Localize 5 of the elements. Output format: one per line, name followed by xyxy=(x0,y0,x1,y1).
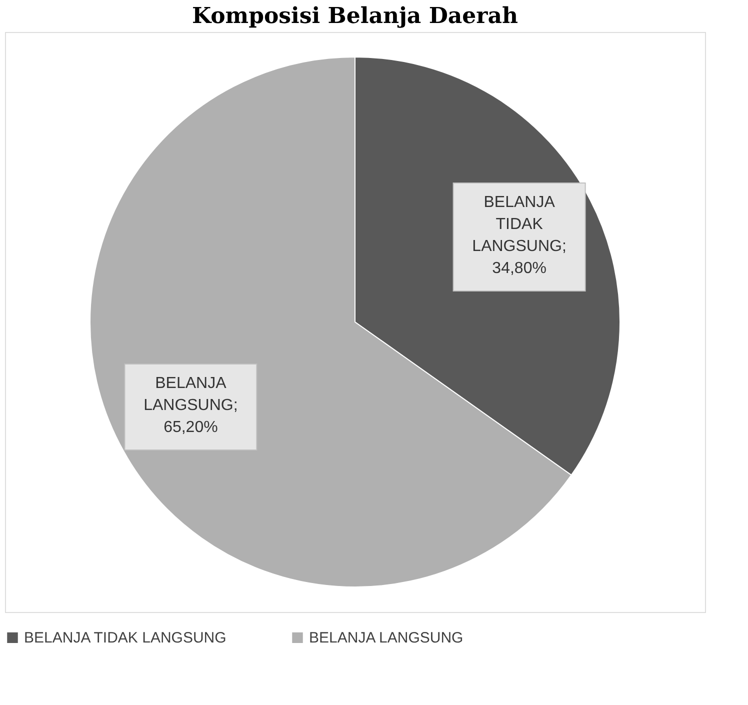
chart-title: Komposisi Belanja Daerah xyxy=(192,3,518,29)
data-label: BELANJA LANGSUNG; 65,20% xyxy=(144,375,238,436)
legend-label: BELANJA TIDAK LANGSUNG xyxy=(24,630,226,647)
data-label: BELANJA TIDAK LANGSUNG; 34,80% xyxy=(472,194,566,277)
legend-label: BELANJA LANGSUNG xyxy=(309,630,464,647)
